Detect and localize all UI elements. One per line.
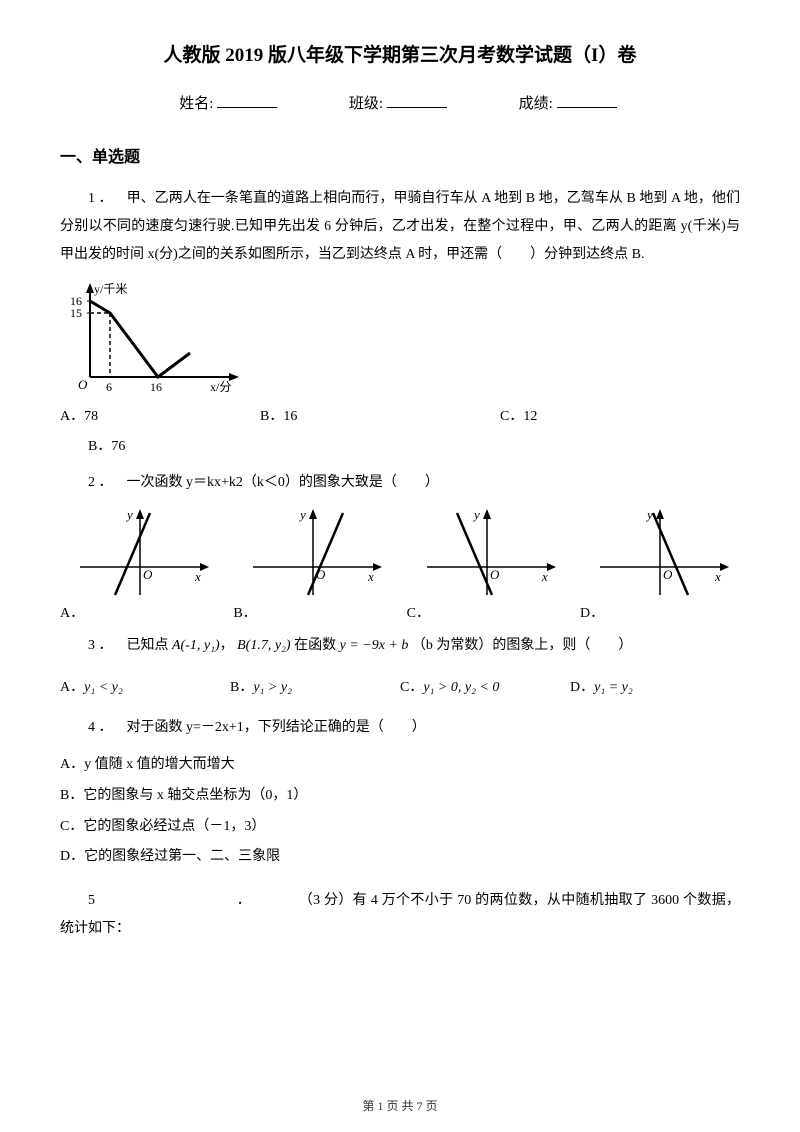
- q2-graph-b: O x y B．: [233, 505, 393, 622]
- q5-num: 5: [88, 893, 95, 908]
- q3-in: 在函数: [294, 638, 336, 653]
- svg-text:x: x: [714, 569, 721, 584]
- label-name: 姓名:: [179, 96, 213, 112]
- q2-graph-a: O x y A．: [60, 505, 220, 622]
- section-heading: 一、单选题: [60, 143, 740, 167]
- q4-options: A．y 值随 x 值的增大而增大 B．它的图象与 x 轴交点坐标为（0，1） C…: [60, 750, 740, 873]
- svg-text:O: O: [143, 567, 153, 582]
- q2-graphs: O x y A． O x y B．: [60, 505, 740, 622]
- label-score: 成绩:: [519, 96, 553, 112]
- q2-num: 2 ．: [88, 475, 113, 490]
- label-class: 班级:: [349, 96, 383, 112]
- svg-text:y: y: [472, 507, 480, 522]
- q3-a-lbl: A．: [60, 680, 84, 695]
- blank-name[interactable]: [217, 107, 277, 108]
- q1-opt-a: A．78: [60, 405, 260, 425]
- q1-options: A．78 B．16 C．12: [60, 405, 740, 425]
- q2-graph-c: O x y C．: [407, 505, 567, 622]
- q3-c-f: y₁ > 0, y₂ < 0: [423, 680, 499, 695]
- q3-c-lbl: C．: [400, 680, 423, 695]
- q4-text: 对于函数 y=－2x+1，下列结论正确的是（ ）: [127, 720, 426, 735]
- q4-body: 4 ． 对于函数 y=－2x+1，下列结论正确的是（ ）: [60, 714, 740, 742]
- q1-opt-c: C．12: [500, 405, 740, 425]
- svg-text:O: O: [490, 567, 500, 582]
- q2-label-b: B．: [233, 606, 256, 621]
- q3-options: A．y₁ < y₂ B．y₁ > y₂ C．y₁ > 0, y₂ < 0 D．y…: [60, 676, 740, 696]
- q3-b-f: y₁ > y₂: [253, 680, 292, 695]
- q5-body: 5 ． （3 分）有 4 万个不小于 70 的两位数，从中随机抽取了 3600 …: [60, 887, 740, 943]
- blank-class[interactable]: [387, 107, 447, 108]
- svg-text:y: y: [125, 507, 133, 522]
- q3-pointA: A(-1, y₁): [172, 638, 220, 653]
- page-title: 人教版 2019 版八年级下学期第三次月考数学试题（I）卷: [60, 40, 740, 67]
- q3-opt-c: C．y₁ > 0, y₂ < 0: [400, 676, 570, 696]
- q3-opt-b: B．y₁ > y₂: [230, 676, 400, 696]
- q4-opt-a: A．y 值随 x 值的增大而增大: [60, 750, 740, 781]
- blank-score[interactable]: [557, 107, 617, 108]
- q1-num: 1 ．: [88, 191, 113, 206]
- svg-text:y: y: [298, 507, 306, 522]
- q1-opt-b: B．16: [260, 405, 500, 425]
- q3-fn: y = −9x + b: [340, 638, 409, 653]
- q3-pre: 已知点: [127, 638, 169, 653]
- q2-body: 2 ． 一次函数 y＝kx+k2（k＜0）的图象大致是（ ）: [60, 469, 740, 497]
- q2-text: 一次函数 y＝kx+k2（k＜0）的图象大致是（ ）: [127, 475, 439, 490]
- q1-opt-bsub: B．76: [88, 435, 740, 455]
- exam-page: 人教版 2019 版八年级下学期第三次月考数学试题（I）卷 姓名: 班级: 成绩…: [0, 0, 800, 1132]
- q3-b-lbl: B．: [230, 680, 253, 695]
- q1-chart: 16 15 y/千米 O 6 16 x/分: [60, 277, 245, 397]
- q4-num: 4 ．: [88, 720, 113, 735]
- q5-text: （3 分）有 4 万个不小于 70 的两位数，从中随机抽取了 3600 个数据，…: [60, 893, 740, 936]
- q2-label-d: D．: [580, 606, 604, 621]
- svg-text:x/分: x/分: [210, 380, 231, 394]
- q4-opt-b: B．它的图象与 x 轴交点坐标为（0，1）: [60, 781, 740, 812]
- q2-label-c: C．: [407, 606, 430, 621]
- q3-opt-a: A．y₁ < y₂: [60, 676, 230, 696]
- q3-post: （b 为常数）的图象上，则（ ）: [412, 638, 633, 653]
- q5-dot: ．: [237, 893, 251, 908]
- q3-d-lbl: D．: [570, 680, 594, 695]
- svg-text:y/千米: y/千米: [94, 282, 127, 296]
- q4-opt-c: C．它的图象必经过点（－1，3）: [60, 812, 740, 843]
- svg-text:15: 15: [70, 306, 82, 320]
- svg-text:O: O: [663, 567, 673, 582]
- svg-text:x: x: [541, 569, 548, 584]
- q2-graph-d: O x y D．: [580, 505, 740, 622]
- q1-text: 甲、乙两人在一条笔直的道路上相向而行，甲骑自行车从 A 地到 B 地，乙驾车从 …: [60, 191, 740, 262]
- svg-text:16: 16: [150, 380, 162, 394]
- svg-text:y: y: [645, 507, 653, 522]
- page-footer: 第 1 页 共 7 页: [0, 1097, 800, 1114]
- svg-text:x: x: [367, 569, 374, 584]
- q4-opt-d: D．它的图象经过第一、二、三象限: [60, 842, 740, 873]
- svg-text:6: 6: [106, 380, 112, 394]
- q1-body: 1 ．甲、乙两人在一条笔直的道路上相向而行，甲骑自行车从 A 地到 B 地，乙驾…: [60, 185, 740, 269]
- q2-label-a: A．: [60, 606, 84, 621]
- q3-d-f: y₁ = y₂: [594, 680, 633, 695]
- q3-opt-d: D．y₁ = y₂: [570, 676, 740, 696]
- svg-text:O: O: [78, 377, 88, 392]
- info-line: 姓名: 班级: 成绩:: [60, 92, 740, 113]
- q3-num: 3 ．: [88, 638, 113, 653]
- q3-pointB: B(1.7, y₂): [237, 638, 290, 653]
- q3-body: 3 ． 已知点 A(-1, y₁)， B(1.7, y₂) 在函数 y = −9x…: [60, 632, 740, 660]
- q3-mid: ，: [220, 638, 234, 653]
- q3-a-f: y₁ < y₂: [84, 680, 123, 695]
- svg-text:x: x: [194, 569, 201, 584]
